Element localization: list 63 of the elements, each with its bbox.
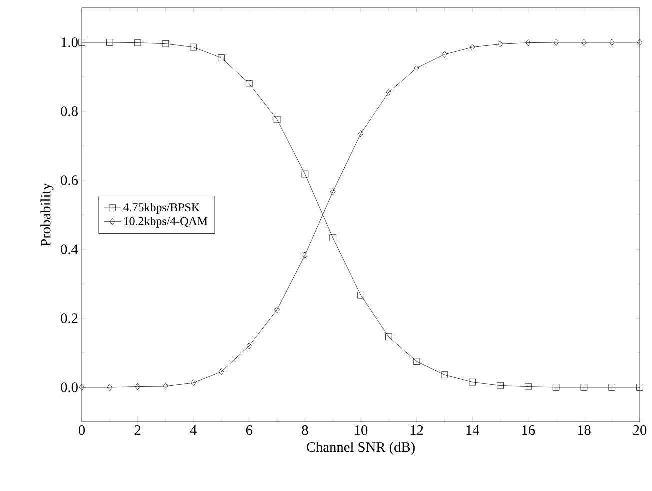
x-tick-label: 4 bbox=[190, 426, 197, 435]
point bbox=[330, 234, 336, 242]
point bbox=[79, 384, 85, 391]
point bbox=[218, 368, 224, 376]
x-tick-label: 0 bbox=[78, 426, 86, 436]
point bbox=[580, 384, 588, 391]
point bbox=[552, 384, 560, 391]
legend-label: 10.2kbps/4-QAM bbox=[124, 216, 208, 228]
point bbox=[497, 382, 504, 390]
point bbox=[469, 378, 476, 386]
point bbox=[386, 89, 392, 96]
point bbox=[246, 80, 253, 88]
point bbox=[414, 64, 420, 72]
point bbox=[302, 170, 309, 178]
x-axis-title: Channel SNR (dB) bbox=[307, 442, 415, 456]
legend-label: 4.75kbps/BPSK bbox=[124, 203, 200, 214]
point bbox=[135, 383, 140, 390]
point bbox=[608, 384, 616, 391]
point bbox=[106, 39, 114, 46]
point bbox=[358, 292, 364, 299]
x-tick-label: 8 bbox=[302, 426, 308, 436]
point bbox=[386, 334, 392, 341]
point bbox=[190, 44, 197, 51]
point bbox=[441, 372, 448, 378]
y-tick-label: 0.0 bbox=[61, 382, 78, 392]
point bbox=[525, 383, 532, 390]
point bbox=[413, 358, 420, 365]
point bbox=[358, 130, 364, 138]
point bbox=[246, 342, 252, 350]
point bbox=[442, 51, 448, 58]
point bbox=[134, 39, 142, 46]
point bbox=[191, 380, 196, 386]
x-tick-label: 14 bbox=[466, 426, 480, 435]
point bbox=[107, 384, 112, 391]
point bbox=[163, 383, 168, 390]
x-tick-label: 10 bbox=[355, 426, 368, 436]
x-tick-label: 2 bbox=[134, 426, 141, 436]
point bbox=[302, 252, 308, 259]
point bbox=[78, 39, 86, 46]
point bbox=[637, 39, 643, 46]
y-axis-title: Probability bbox=[40, 183, 54, 246]
y-tick-label: 1.0 bbox=[62, 38, 78, 48]
x-tick-label: 20 bbox=[633, 426, 647, 436]
point bbox=[330, 188, 336, 196]
point bbox=[274, 306, 280, 314]
point bbox=[610, 39, 615, 46]
point bbox=[274, 116, 281, 124]
x-tick-label: 6 bbox=[246, 426, 253, 436]
point bbox=[218, 54, 225, 62]
point bbox=[582, 39, 587, 46]
point bbox=[162, 40, 170, 48]
point bbox=[636, 384, 644, 391]
point bbox=[498, 40, 504, 48]
point bbox=[554, 39, 559, 46]
y-tick-label: 0.4 bbox=[61, 244, 78, 254]
point bbox=[526, 39, 531, 46]
x-tick-label: 18 bbox=[578, 426, 591, 436]
y-tick-label: 0.6 bbox=[61, 176, 78, 186]
y-tick-label: 0.2 bbox=[61, 314, 78, 324]
x-tick-label: 12 bbox=[410, 426, 424, 436]
x-tick-label: 16 bbox=[522, 426, 536, 436]
y-tick-label: 0.8 bbox=[61, 106, 78, 116]
point bbox=[470, 44, 476, 51]
